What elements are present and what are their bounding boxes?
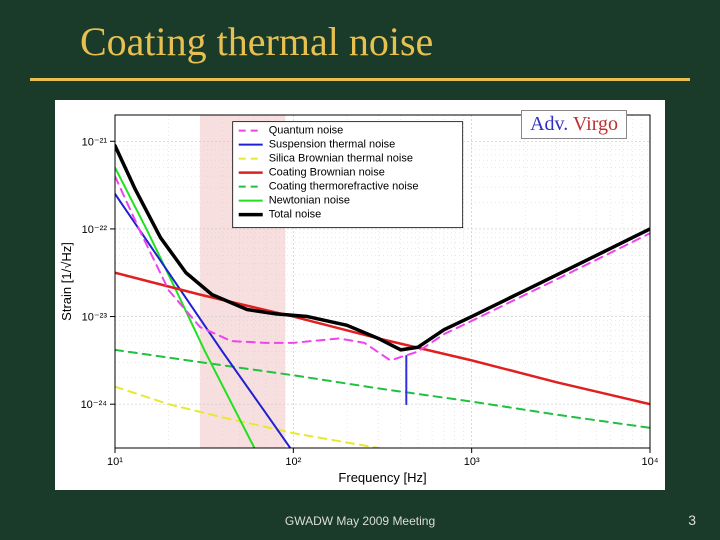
slide: Coating thermal noise 10¹10²10³10⁴10⁻²⁴1… — [0, 0, 720, 540]
noise-chart: 10¹ 10² 10³ 10⁴ 10⁻²⁴ 10⁻²³ 10⁻²² 10⁻²¹ Frequenc… — [55, 100, 665, 490]
svg-text:10¹: 10¹ — [107, 456, 123, 468]
svg-text:Total noise: Total noise — [269, 209, 322, 221]
svg-text:Suspension thermal noise: Suspension thermal noise — [269, 139, 396, 151]
svg-text:10⁻²¹: 10⁻²¹ — [82, 136, 108, 148]
title-rule — [30, 78, 690, 81]
page-number: 3 — [688, 512, 696, 528]
svg-text:Coating Brownian noise: Coating Brownian noise — [269, 167, 385, 179]
svg-text:Strain [1/√Hz]: Strain [1/√Hz] — [59, 242, 74, 321]
svg-text:Silica Brownian thermal noise: Silica Brownian thermal noise — [269, 153, 413, 165]
svg-text:10⁻²³: 10⁻²³ — [82, 312, 108, 324]
svg-text:Quantum noise: Quantum noise — [269, 125, 344, 137]
annotation-virgo: Virgo — [573, 113, 618, 135]
svg-text:10³: 10³ — [464, 456, 480, 468]
chart-svg: 10¹ 10² 10³ 10⁴ 10⁻²⁴ 10⁻²³ 10⁻²² 10⁻²¹ Frequenc… — [55, 100, 665, 490]
svg-text:10⁴: 10⁴ — [642, 456, 659, 468]
annotation-box: Adv. Virgo — [521, 110, 627, 139]
svg-text:10⁻²⁴: 10⁻²⁴ — [81, 399, 108, 411]
svg-text:10⁻²²: 10⁻²² — [82, 224, 108, 236]
svg-text:Frequency [Hz]: Frequency [Hz] — [338, 470, 426, 485]
svg-text:10²: 10² — [285, 456, 301, 468]
svg-text:Coating thermorefractive noise: Coating thermorefractive noise — [269, 181, 419, 193]
footer-center: GWADW May 2009 Meeting — [0, 514, 720, 528]
annotation-adv: Adv. — [530, 113, 568, 135]
svg-text:Newtonian noise: Newtonian noise — [269, 195, 350, 207]
slide-title: Coating thermal noise — [80, 18, 433, 65]
